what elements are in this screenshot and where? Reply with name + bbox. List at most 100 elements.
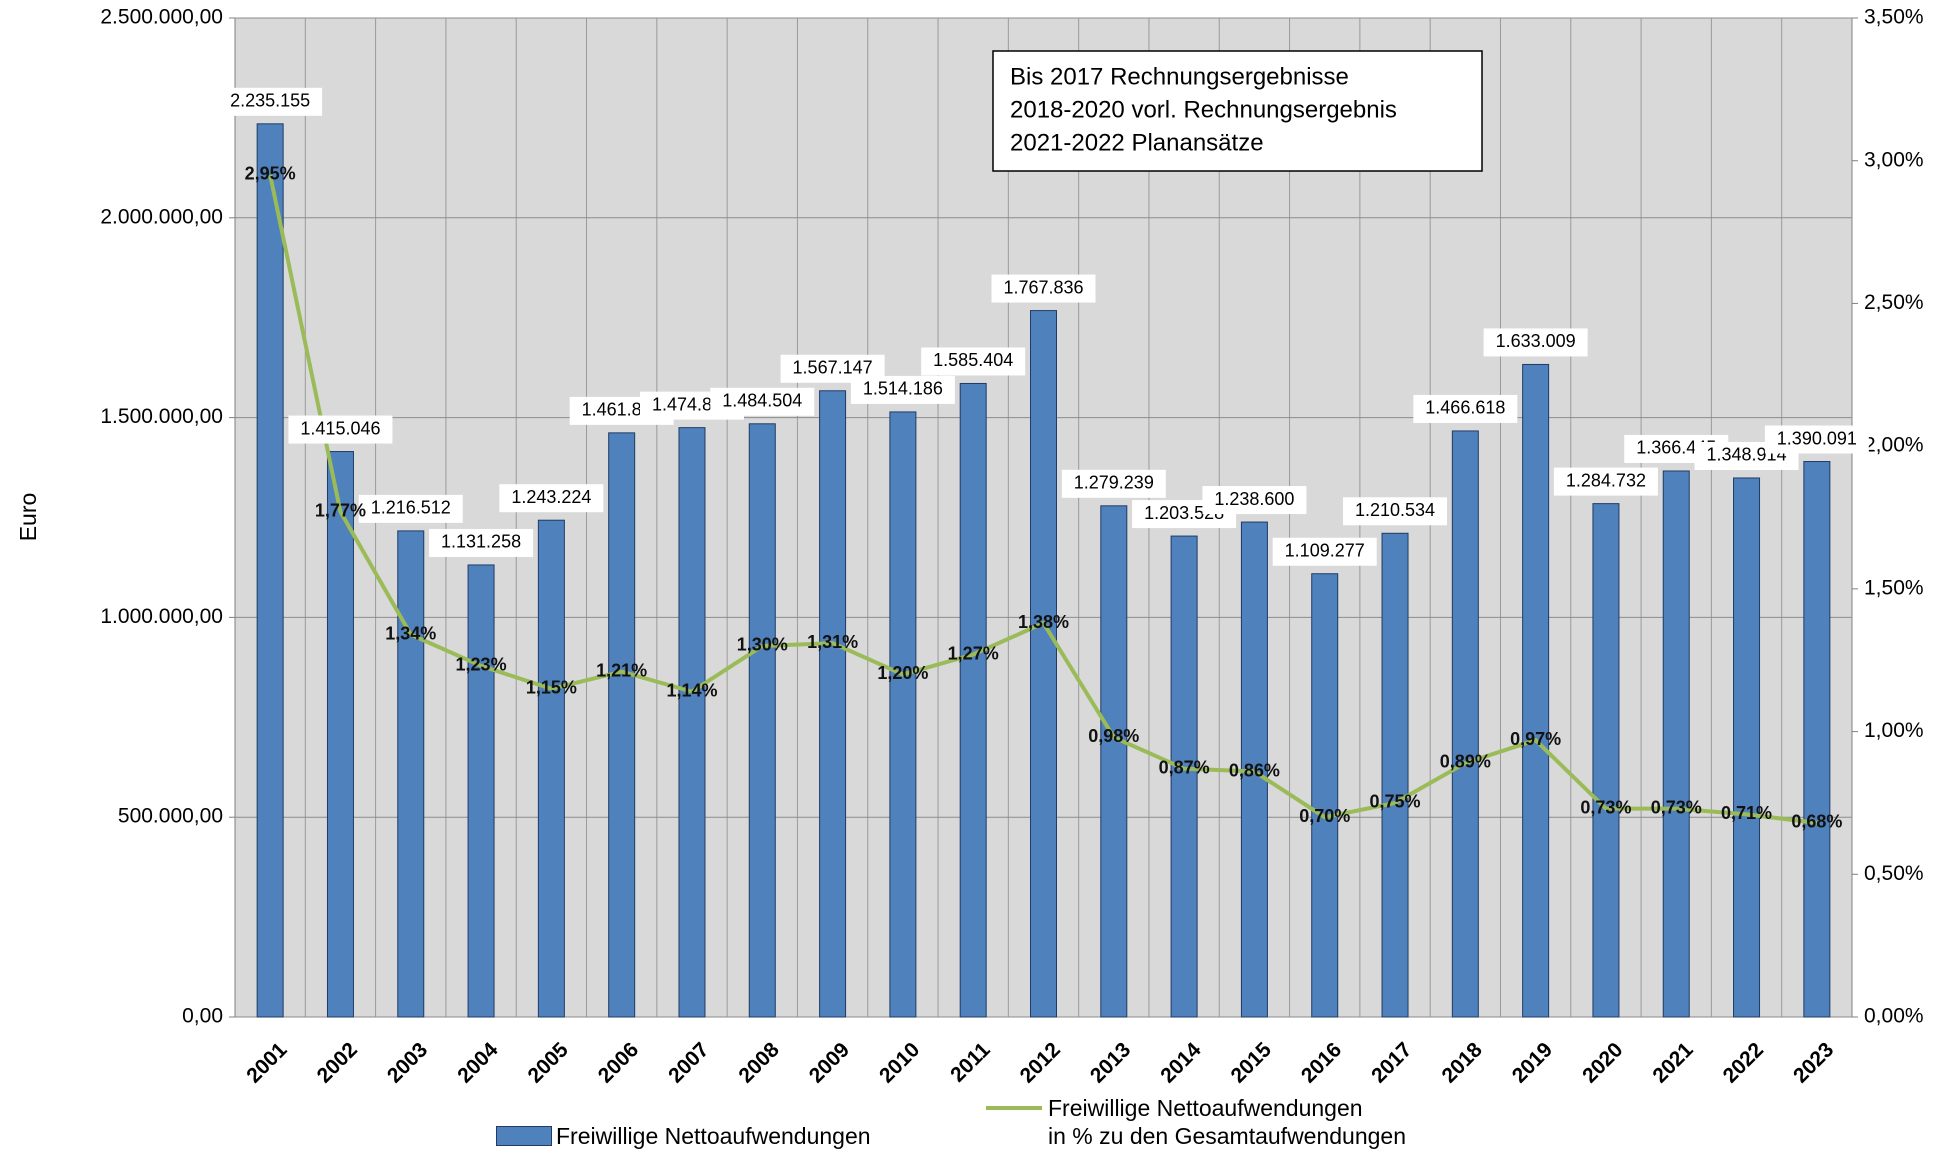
x-tick-label: 2020 (1578, 1038, 1627, 1087)
data-label: 1.216.512 (371, 498, 451, 518)
bar (1030, 310, 1057, 1018)
data-label: 1.131.258 (441, 532, 521, 552)
data-label: 1.466.618 (1425, 398, 1505, 418)
data-label: 2,95% (245, 164, 296, 184)
y-tick-label: 1.000.000,00 (100, 605, 223, 628)
data-label-group: 1.279.239 (1061, 469, 1166, 498)
label-bg (1764, 425, 1869, 454)
data-label: 1,31% (807, 632, 858, 652)
data-label-group: 1.109.277 (1272, 537, 1377, 566)
data-label: 1,14% (666, 680, 717, 700)
label-bg (218, 87, 323, 116)
bar (537, 519, 565, 1018)
data-label-group: 1.466.618 (1413, 394, 1518, 423)
data-label-group: 1.390.091 (1764, 425, 1869, 454)
x-tick-label: 2017 (1367, 1038, 1416, 1087)
data-label: 0,73% (1651, 797, 1702, 817)
y-tick-label: 0,00 (182, 1005, 223, 1028)
data-label: 0,73% (1580, 797, 1631, 817)
bar (1733, 477, 1761, 1018)
bar (1381, 532, 1409, 1018)
data-label: 0,75% (1369, 792, 1420, 812)
bar (1170, 535, 1198, 1018)
data-label: 1,27% (948, 643, 999, 663)
bar (819, 390, 847, 1018)
label-bg (991, 274, 1096, 303)
x-tick-label: 2021 (1648, 1038, 1698, 1088)
data-label-group: 1.415.046 (288, 415, 393, 444)
bar (1100, 505, 1128, 1018)
bar (889, 411, 917, 1018)
label-bg (850, 375, 955, 404)
data-label: 0,71% (1721, 803, 1772, 823)
bar (1592, 503, 1620, 1018)
data-label: 1.767.836 (1003, 277, 1083, 297)
label-bg (1061, 469, 1166, 498)
bar (256, 123, 284, 1018)
data-label: 0,87% (1159, 757, 1210, 777)
y2-tick-label: 1,00% (1864, 719, 1924, 742)
x-tick-label: 2010 (875, 1038, 924, 1087)
x-tick-label: 2023 (1789, 1038, 1838, 1087)
bar (467, 564, 495, 1018)
annotation-line: 2021-2022 Planansätze (1010, 129, 1264, 156)
data-label-group: 1.131.258 (429, 528, 534, 557)
label-bg (288, 415, 393, 444)
y-tick-label: 1.500.000,00 (100, 405, 223, 428)
bar (1662, 470, 1690, 1018)
y2-tick-label: 3,50% (1864, 6, 1924, 29)
data-label-group: 1.585.404 (921, 347, 1026, 376)
data-label-group: 1.484.504 (710, 387, 815, 416)
x-tick-label: 2016 (1297, 1038, 1346, 1087)
label-bg (358, 494, 463, 523)
data-label-group: 1.633.009 (1483, 328, 1588, 357)
label-bg (1413, 394, 1518, 423)
y2-tick-label: 2,00% (1864, 434, 1924, 457)
label-bg (1553, 467, 1658, 496)
x-tick-label: 2004 (453, 1038, 503, 1088)
legend-swatch (986, 1106, 1042, 1110)
data-label: 1,21% (596, 660, 647, 680)
label-bg (710, 387, 815, 416)
data-label-group: 1.514.186 (850, 375, 955, 404)
x-tick-label: 2015 (1227, 1038, 1277, 1088)
x-tick-label: 2019 (1508, 1038, 1557, 1087)
data-label-group: 1.284.732 (1553, 467, 1658, 496)
data-label: 1,23% (456, 655, 507, 675)
data-label: 1,15% (526, 678, 577, 698)
data-label: 0,89% (1440, 752, 1491, 772)
data-label: 1.484.504 (722, 391, 802, 411)
data-label: 1,77% (315, 501, 366, 521)
y-tick-label: 2.500.000,00 (100, 6, 223, 29)
data-label: 1.238.600 (1214, 489, 1294, 509)
y2-tick-label: 0,00% (1864, 1005, 1924, 1028)
bar (608, 432, 636, 1018)
legend-item: Freiwillige Nettoaufwendungen in % zu de… (986, 1094, 1406, 1150)
data-label: 0,86% (1229, 760, 1280, 780)
bar (1522, 363, 1550, 1018)
label-bg (921, 347, 1026, 376)
bar (959, 382, 987, 1018)
y2-tick-label: 1,50% (1864, 576, 1924, 599)
x-tick-label: 2005 (524, 1038, 574, 1088)
x-tick-label: 2018 (1437, 1038, 1487, 1088)
label-bg (1202, 486, 1307, 515)
y2-tick-label: 2,50% (1864, 291, 1924, 314)
data-label-group: 1.216.512 (358, 494, 463, 523)
data-label-group: 1.238.600 (1202, 486, 1307, 515)
bar (1311, 573, 1339, 1018)
data-label: 1,34% (385, 623, 436, 643)
legend-label: Freiwillige Nettoaufwendungen in % zu de… (1048, 1095, 1407, 1149)
bar (397, 530, 425, 1018)
data-label: 1.415.046 (300, 418, 380, 438)
data-label: 1.567.147 (793, 358, 873, 378)
annotation-line: Bis 2017 Rechnungsergebnisse (1010, 63, 1349, 90)
legend-item: Freiwillige Nettoaufwendungen (496, 1122, 871, 1150)
data-label: 1.585.404 (933, 350, 1013, 370)
x-tick-label: 2006 (594, 1038, 643, 1087)
x-tick-label: 2008 (734, 1038, 784, 1088)
x-tick-label: 2009 (805, 1038, 854, 1087)
bar (678, 427, 706, 1018)
